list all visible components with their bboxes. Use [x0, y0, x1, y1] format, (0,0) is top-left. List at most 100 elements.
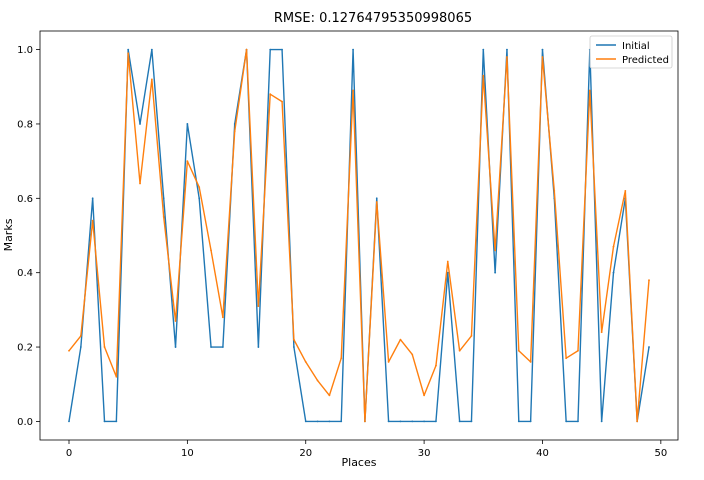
data-point-predicted	[139, 182, 141, 185]
x-axis: 0 10 20 30 40 50	[66, 440, 667, 459]
data-point-initial	[79, 346, 82, 348]
data-point-predicted	[198, 186, 201, 189]
data-point-predicted	[446, 260, 449, 263]
data-point-initial	[68, 420, 70, 423]
data-point-initial	[269, 48, 272, 51]
data-point-initial	[470, 420, 473, 423]
data-point-predicted	[458, 349, 461, 352]
data-point-initial	[506, 48, 508, 51]
data-point-initial	[91, 197, 94, 200]
data-point-initial	[257, 346, 260, 348]
data-point-initial	[150, 48, 153, 51]
data-point-predicted	[68, 349, 70, 352]
x-tick-label: 30	[418, 448, 431, 459]
data-point-initial	[328, 420, 331, 423]
series-line-predicted	[68, 48, 650, 423]
x-axis-label: Places	[342, 456, 377, 469]
data-point-predicted	[588, 89, 591, 92]
data-point-initial	[352, 48, 354, 51]
data-point-predicted	[423, 394, 425, 397]
data-point-initial	[435, 420, 437, 423]
data-point-predicted	[494, 249, 497, 252]
data-point-initial	[115, 420, 118, 423]
data-point-initial	[411, 420, 414, 423]
data-point-predicted	[304, 361, 307, 363]
data-point-predicted	[375, 201, 378, 203]
data-point-predicted	[210, 249, 212, 252]
data-point-initial	[375, 197, 378, 200]
x-tick-label: 40	[536, 448, 549, 459]
data-point-initial	[281, 48, 283, 51]
data-point-initial	[541, 48, 544, 51]
data-point-initial	[387, 420, 390, 423]
data-point-initial	[648, 346, 650, 348]
x-tick-label: 0	[66, 448, 72, 459]
data-point-predicted	[103, 346, 106, 348]
data-point-initial	[446, 271, 449, 274]
data-point-initial	[198, 197, 201, 200]
data-point-initial	[577, 420, 579, 423]
data-point-initial	[186, 123, 189, 125]
data-point-predicted	[127, 52, 130, 55]
x-tick-label: 10	[181, 448, 194, 459]
data-point-predicted	[517, 349, 520, 352]
data-point-initial	[162, 197, 165, 200]
data-point-predicted	[553, 189, 556, 192]
data-point-initial	[174, 346, 177, 348]
y-tick-label: 0.8	[17, 119, 33, 130]
data-point-initial	[482, 48, 485, 51]
data-point-predicted	[600, 331, 603, 334]
data-point-predicted	[257, 305, 260, 308]
data-point-initial	[423, 420, 425, 423]
data-point-predicted	[648, 279, 650, 282]
data-point-predicted	[328, 394, 331, 397]
data-point-initial	[103, 420, 106, 423]
y-tick-label: 0.4	[17, 268, 33, 279]
y-axis-label: Marks	[2, 218, 15, 251]
data-point-predicted	[245, 48, 248, 51]
data-point-predicted	[79, 334, 82, 337]
data-point-predicted	[340, 357, 343, 360]
y-tick-label: 0.2	[17, 343, 33, 354]
legend-label-initial: Initial	[622, 41, 650, 52]
data-point-initial	[210, 346, 212, 348]
data-point-initial	[399, 420, 402, 423]
legend-label-predicted: Predicted	[622, 55, 669, 66]
data-point-initial	[565, 420, 568, 423]
x-tick-label: 50	[654, 448, 667, 459]
data-point-initial	[529, 420, 532, 423]
y-axis: 0.0 0.2 0.4 0.6 0.8 1.0	[17, 45, 40, 428]
series-line-initial	[68, 48, 650, 423]
data-point-predicted	[529, 361, 532, 363]
data-point-predicted	[186, 160, 189, 163]
data-point-predicted	[293, 338, 295, 341]
data-point-predicted	[411, 353, 414, 356]
chart-title: RMSE: 0.12764795350998065	[274, 11, 472, 26]
series-group	[68, 48, 650, 423]
data-point-initial	[221, 346, 224, 348]
data-point-predicted	[364, 420, 366, 423]
data-point-predicted	[482, 74, 485, 77]
data-point-initial	[139, 123, 141, 125]
data-point-predicted	[387, 361, 390, 363]
data-point-predicted	[577, 349, 579, 352]
data-point-predicted	[221, 316, 224, 319]
data-point-initial	[316, 420, 319, 423]
data-point-initial	[293, 346, 295, 348]
data-point-initial	[517, 420, 520, 423]
data-point-initial	[612, 271, 615, 274]
y-tick-label: 1.0	[17, 45, 33, 56]
data-point-predicted	[612, 245, 615, 248]
data-point-predicted	[541, 56, 544, 58]
x-tick-label: 20	[299, 448, 312, 459]
legend: Initial Predicted	[589, 35, 673, 69]
data-point-predicted	[174, 320, 177, 322]
y-tick-label: 0.6	[17, 194, 33, 205]
data-point-predicted	[269, 93, 272, 96]
data-point-initial	[494, 271, 497, 274]
data-point-predicted	[565, 357, 568, 360]
data-point-predicted	[281, 100, 283, 103]
plot-area-frame	[39, 30, 679, 441]
data-point-initial	[458, 420, 461, 423]
data-point-predicted	[352, 89, 354, 92]
